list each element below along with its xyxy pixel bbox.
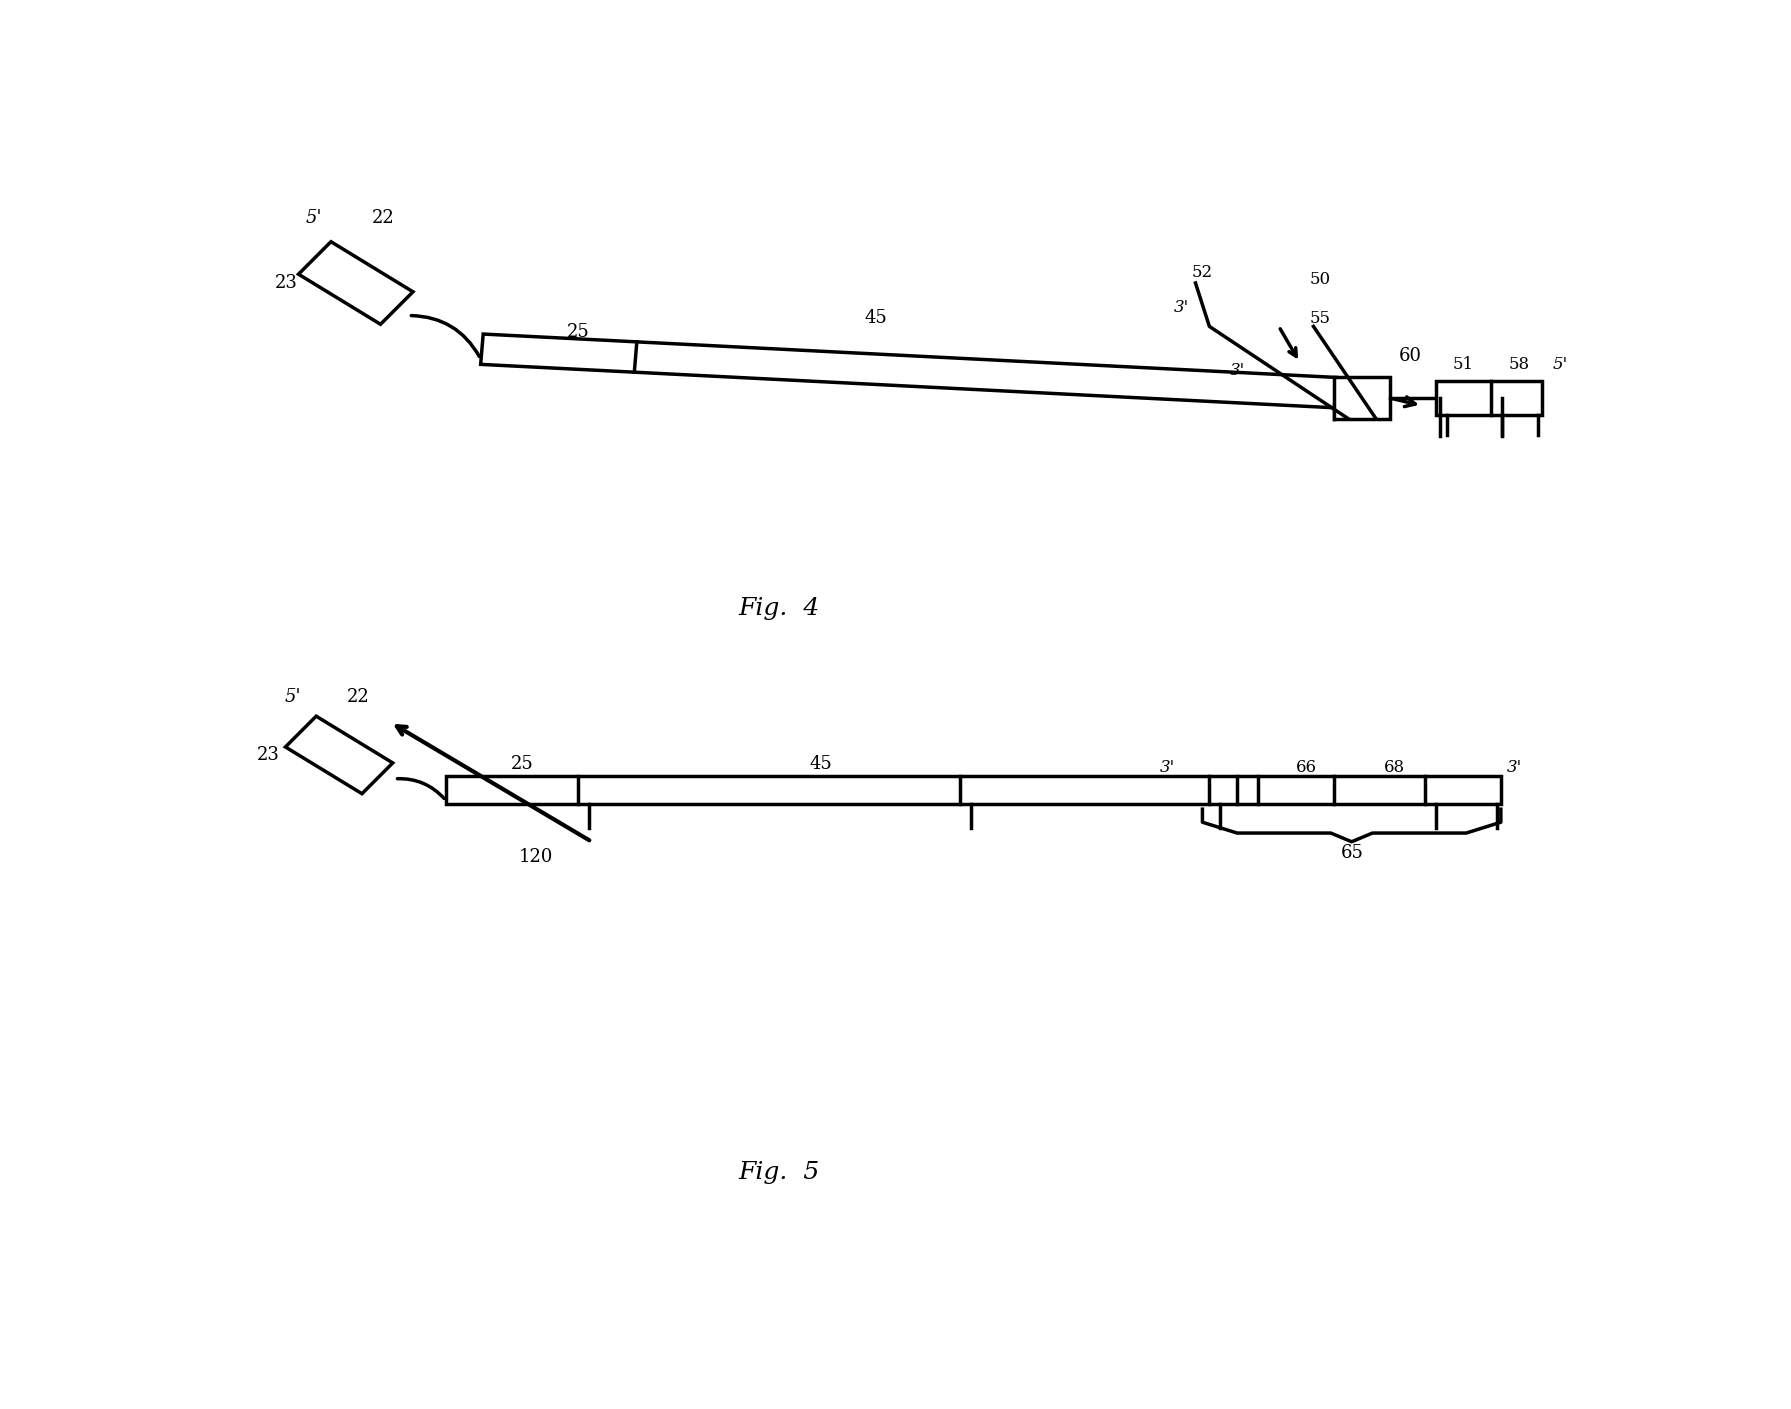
Text: 60: 60: [1399, 347, 1422, 365]
Text: 3': 3': [1229, 362, 1245, 379]
Bar: [299, 242, 414, 324]
Text: 23: 23: [256, 745, 279, 764]
Text: 65: 65: [1341, 844, 1363, 861]
Text: 51: 51: [1453, 356, 1474, 373]
Text: Fig.  5: Fig. 5: [738, 1161, 820, 1184]
Text: 120: 120: [519, 848, 553, 867]
Text: 5': 5': [1553, 356, 1569, 373]
Text: 25: 25: [510, 755, 534, 772]
Polygon shape: [1436, 380, 1542, 416]
Text: 45: 45: [810, 755, 833, 772]
Text: 66: 66: [1297, 759, 1316, 776]
Text: 5': 5': [306, 209, 322, 227]
Text: 23: 23: [274, 273, 297, 292]
Text: 3': 3': [1173, 300, 1189, 317]
Text: 68: 68: [1383, 759, 1404, 776]
Polygon shape: [446, 775, 1501, 803]
Text: 50: 50: [1309, 272, 1331, 289]
Text: 45: 45: [865, 309, 888, 327]
Text: 58: 58: [1508, 356, 1530, 373]
Text: 52: 52: [1191, 263, 1213, 280]
Text: 3': 3': [1161, 759, 1175, 776]
Text: 5': 5': [285, 689, 301, 706]
Text: 22: 22: [373, 209, 394, 227]
Text: Fig.  4: Fig. 4: [738, 597, 820, 620]
Text: 22: 22: [347, 689, 371, 706]
Bar: [285, 716, 392, 793]
Text: 25: 25: [566, 323, 589, 341]
Text: 3': 3': [1506, 759, 1522, 776]
Text: 55: 55: [1309, 310, 1331, 327]
Polygon shape: [1334, 378, 1390, 418]
Polygon shape: [480, 334, 1336, 407]
